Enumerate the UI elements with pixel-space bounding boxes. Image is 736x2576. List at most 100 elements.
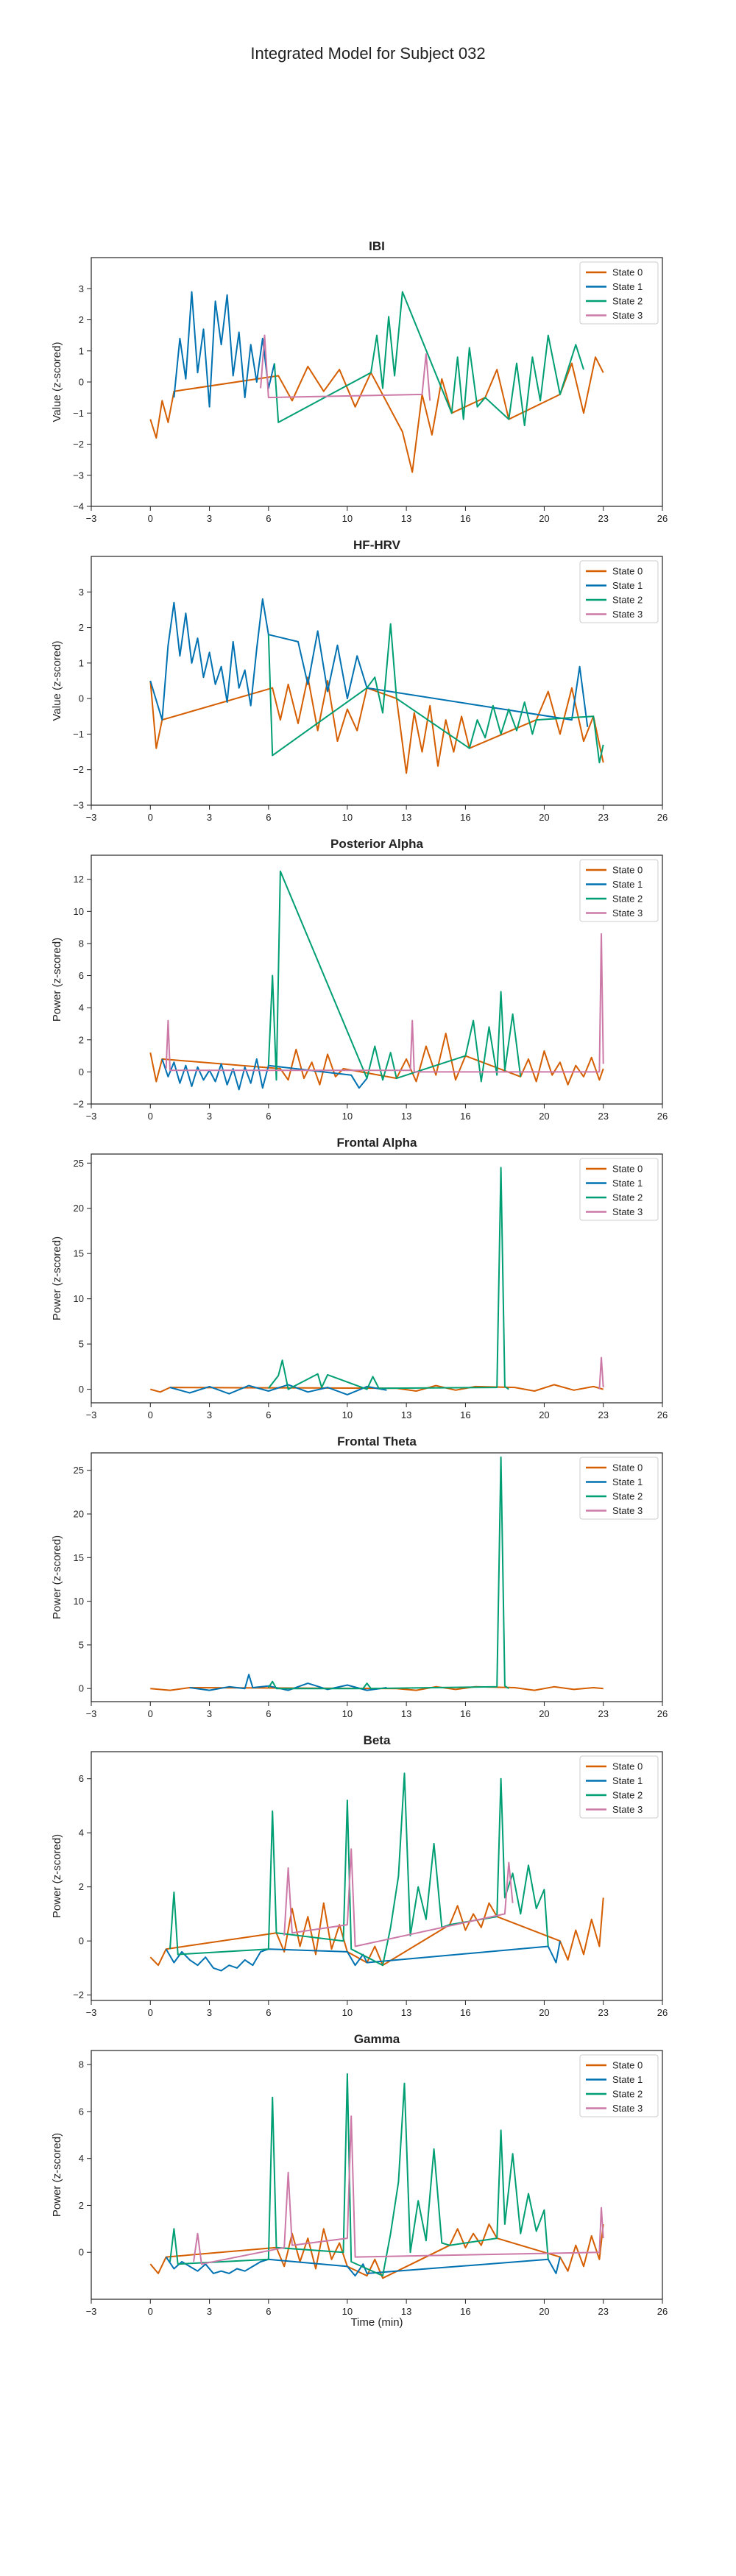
x-tick-label: 6 bbox=[266, 1708, 271, 1719]
x-tick-label: 6 bbox=[266, 2306, 271, 2317]
plot-frame bbox=[91, 1751, 663, 2001]
x-tick-label: 20 bbox=[539, 2306, 549, 2317]
plot-frame bbox=[91, 556, 663, 806]
y-tick-label: 1 bbox=[79, 345, 84, 356]
x-tick-label: 13 bbox=[401, 1708, 411, 1719]
y-tick-label: 25 bbox=[74, 1158, 84, 1169]
x-tick-label: 0 bbox=[148, 812, 153, 823]
legend-box bbox=[579, 261, 659, 325]
legend-label: State 1 bbox=[612, 879, 643, 890]
y-tick-label: 5 bbox=[79, 1339, 84, 1350]
legend-box bbox=[579, 1158, 659, 1221]
x-tick-label: 26 bbox=[657, 1708, 668, 1719]
series-line-state-2 bbox=[169, 1772, 549, 1967]
plot-frame bbox=[91, 1153, 663, 1404]
series-line-state-1 bbox=[161, 1058, 368, 1091]
legend-label: State 0 bbox=[612, 566, 643, 577]
legend-label: State 0 bbox=[612, 865, 643, 876]
x-tick-label: 26 bbox=[657, 2007, 668, 2018]
y-axis-label: Value (z-scored) bbox=[51, 641, 63, 721]
x-tick-label: 13 bbox=[401, 1409, 411, 1420]
series-line-state-0 bbox=[149, 676, 604, 774]
legend-label: State 3 bbox=[612, 2103, 643, 2114]
x-tick-label: 6 bbox=[266, 513, 271, 524]
series-line-state-1 bbox=[173, 291, 275, 408]
x-tick-label: 16 bbox=[460, 2007, 470, 2018]
series-line-state-3 bbox=[260, 334, 431, 401]
x-tick-label: 13 bbox=[401, 1111, 411, 1122]
series-group bbox=[149, 2073, 604, 2279]
legend-label: State 0 bbox=[612, 1761, 643, 1772]
x-tick-label: −3 bbox=[86, 1111, 97, 1122]
y-tick-label: 10 bbox=[74, 1596, 84, 1607]
series-line-state-3 bbox=[283, 1848, 514, 1947]
x-tick-label: 13 bbox=[401, 2007, 411, 2018]
x-tick-label: 23 bbox=[598, 2007, 608, 2018]
legend: State 0 State 1 State 2 State 3 bbox=[579, 1158, 659, 1221]
legend-box bbox=[579, 859, 659, 922]
legend-box bbox=[579, 1457, 659, 1520]
x-tick-label: 0 bbox=[148, 513, 153, 524]
x-tick-label: 10 bbox=[342, 1409, 353, 1420]
y-tick-label: 2 bbox=[79, 1881, 84, 1892]
x-tick-label: 23 bbox=[598, 812, 608, 823]
x-tick-label: 26 bbox=[657, 812, 668, 823]
y-tick-label: 15 bbox=[74, 1552, 84, 1563]
figure-title: Integrated Model for Subject 032 bbox=[250, 44, 486, 63]
y-tick-label: −3 bbox=[73, 470, 84, 481]
x-tick-label: 0 bbox=[148, 1111, 153, 1122]
y-tick-label: 20 bbox=[74, 1509, 84, 1520]
x-tick-label: 6 bbox=[266, 812, 271, 823]
x-tick-label: 16 bbox=[460, 1708, 470, 1719]
x-tick-label: 0 bbox=[148, 2306, 153, 2317]
x-tick-label: 26 bbox=[657, 513, 668, 524]
x-tick-label: 20 bbox=[539, 2007, 549, 2018]
x-tick-label: 6 bbox=[266, 1409, 271, 1420]
series-line-state-3 bbox=[598, 1356, 604, 1390]
subplot-title: Frontal Theta bbox=[337, 1434, 417, 1448]
y-tick-label: 20 bbox=[74, 1203, 84, 1214]
subplot-2: Posterior Alpha Power (z-scored) −3 0 3 6 10 13… bbox=[51, 837, 668, 1122]
legend-label: State 0 bbox=[612, 2060, 643, 2071]
y-tick-label: 2 bbox=[79, 2200, 84, 2211]
legend: State 0 State 1 State 2 State 3 bbox=[579, 261, 659, 325]
legend-label: State 0 bbox=[612, 1462, 643, 1473]
series-group bbox=[149, 598, 604, 774]
legend: State 0 State 1 State 2 State 3 bbox=[579, 560, 659, 623]
series-line-state-1 bbox=[165, 1941, 561, 1972]
x-tick-label: 13 bbox=[401, 2306, 411, 2317]
y-tick-label: 0 bbox=[79, 693, 84, 704]
series-line-state-1 bbox=[169, 1384, 387, 1395]
y-axis-label: Power (z-scored) bbox=[51, 2133, 63, 2217]
y-tick-label: −2 bbox=[73, 439, 84, 450]
x-tick-label: 0 bbox=[148, 2007, 153, 2018]
y-axis-label: Power (z-scored) bbox=[51, 1236, 63, 1320]
legend-label: State 1 bbox=[612, 2074, 643, 2085]
series-line-state-0 bbox=[149, 1033, 604, 1086]
y-tick-label: 8 bbox=[79, 2059, 84, 2070]
legend: State 0 State 1 State 2 State 3 bbox=[579, 1755, 659, 1819]
x-tick-label: 16 bbox=[460, 2306, 470, 2317]
series-line-state-2 bbox=[267, 870, 522, 1083]
series-line-state-2 bbox=[267, 1456, 509, 1690]
x-tick-label: 3 bbox=[207, 1708, 212, 1719]
y-axis-label: Power (z-scored) bbox=[51, 938, 63, 1022]
series-group bbox=[149, 1772, 604, 1972]
x-tick-label: 10 bbox=[342, 2306, 353, 2317]
legend-label: State 1 bbox=[612, 1476, 643, 1487]
legend-label: State 3 bbox=[612, 1804, 643, 1815]
x-tick-label: 26 bbox=[657, 2306, 668, 2317]
y-tick-label: 0 bbox=[79, 1683, 84, 1694]
y-tick-label: 6 bbox=[79, 2106, 84, 2117]
legend: State 0 State 1 State 2 State 3 bbox=[579, 859, 659, 922]
x-tick-label: 3 bbox=[207, 1111, 212, 1122]
x-tick-label: 26 bbox=[657, 1409, 668, 1420]
y-tick-label: 6 bbox=[79, 1773, 84, 1784]
series-line-state-2 bbox=[267, 623, 604, 764]
y-tick-label: 4 bbox=[79, 1002, 84, 1013]
x-tick-label: 0 bbox=[148, 1409, 153, 1420]
x-tick-label: 20 bbox=[539, 1409, 549, 1420]
x-tick-label: 16 bbox=[460, 812, 470, 823]
